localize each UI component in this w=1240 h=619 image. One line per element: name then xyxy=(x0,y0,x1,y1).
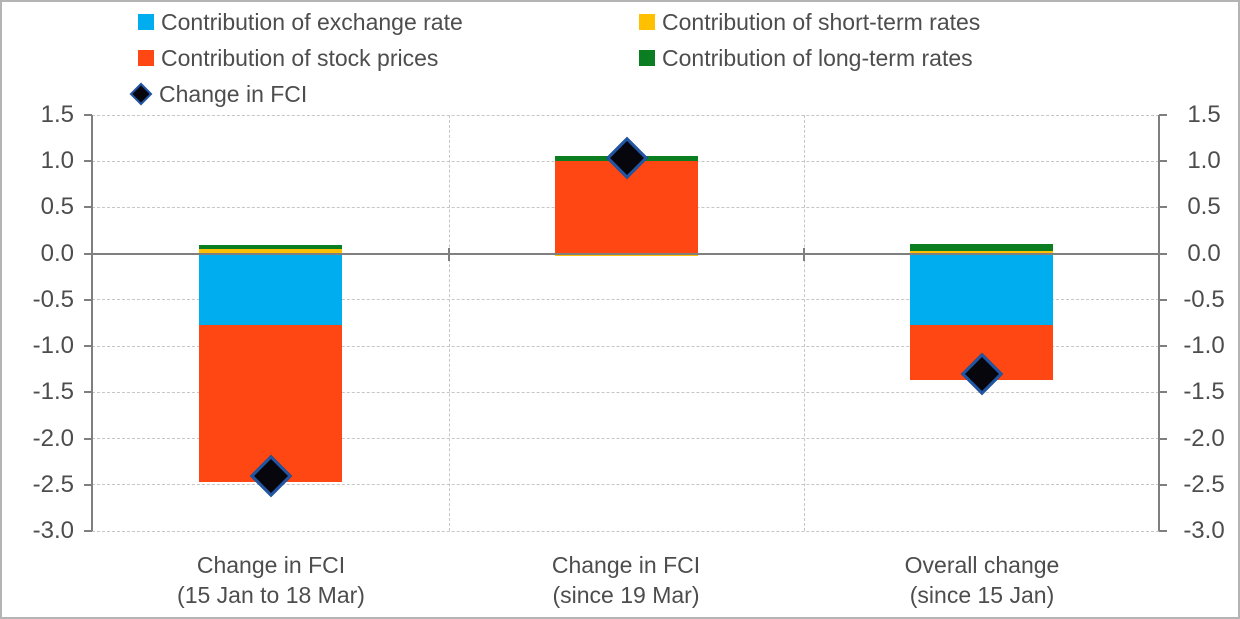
y-axis-tick-left xyxy=(84,483,92,486)
y-axis-tick-right xyxy=(1159,114,1167,116)
x-axis-tick xyxy=(1158,247,1160,261)
y-axis-tick-right xyxy=(1159,252,1167,255)
y-axis-tick-right xyxy=(1159,345,1167,348)
long-term-rates-swatch-icon xyxy=(639,50,655,66)
stock-prices-swatch-icon xyxy=(138,50,154,66)
y-tick-label-left: -1.0 xyxy=(32,332,74,360)
bar-segment xyxy=(910,250,1053,254)
y-tick-label-right: -0.5 xyxy=(1183,285,1225,313)
y-tick-label-right: -1.0 xyxy=(1183,332,1225,360)
fci-diamond-swatch-icon xyxy=(129,82,153,106)
y-tick-label-left: -1.5 xyxy=(32,378,74,406)
legend-label: Change in FCI xyxy=(159,80,308,107)
category-label-2: Change in FCI (since 19 Mar) xyxy=(551,552,701,608)
y-tick-label-right: 1.0 xyxy=(1187,147,1221,175)
zero-axis-line xyxy=(92,252,1159,255)
bar-segment xyxy=(910,253,1053,325)
h-gridline xyxy=(92,345,1159,347)
bar-segment xyxy=(199,253,342,325)
y-tick-label-right: -2.5 xyxy=(1183,470,1225,498)
short-term-rates-swatch-icon xyxy=(639,14,655,30)
y-tick-label-left: 0.5 xyxy=(40,193,74,221)
y-axis-tick-right xyxy=(1159,298,1167,301)
y-tick-label-left: -0.5 xyxy=(32,285,74,313)
legend-item-exchange-rate: Contribution of exchange rate xyxy=(138,9,463,35)
y-axis-tick-left xyxy=(84,530,92,532)
y-tick-label-right: -3.0 xyxy=(1183,517,1225,544)
bar-segment xyxy=(199,249,342,254)
y-tick-label-right: -2.0 xyxy=(1183,424,1225,452)
y-tick-label-right: -1.5 xyxy=(1183,378,1225,406)
legend-item-short-term-rates: Contribution of short-term rates xyxy=(639,9,980,35)
v-gridline-separator xyxy=(449,115,450,531)
y-axis-tick-right xyxy=(1159,437,1167,440)
legend-label: Contribution of long-term rates xyxy=(662,44,973,71)
h-gridline xyxy=(92,299,1159,301)
h-gridline xyxy=(92,484,1159,486)
h-gridline xyxy=(92,530,1159,532)
bar-segment xyxy=(199,245,342,250)
plot-border-left xyxy=(91,115,93,531)
y-tick-label-left: -3.0 xyxy=(32,517,74,544)
y-axis-tick-left xyxy=(84,437,92,440)
h-gridline xyxy=(92,391,1159,393)
y-axis-tick-right xyxy=(1159,160,1167,163)
h-gridline xyxy=(92,438,1159,440)
x-axis-tick xyxy=(803,247,805,261)
h-gridline xyxy=(92,114,1159,116)
v-gridline-separator xyxy=(804,115,805,531)
y-axis-tick-left xyxy=(84,391,92,394)
y-axis-tick-left xyxy=(84,160,92,163)
category-label-1: Change in FCI (15 Jan to 18 Mar) xyxy=(177,552,365,608)
y-tick-label-left: 1.0 xyxy=(40,147,74,175)
bar-segment xyxy=(910,244,1053,251)
legend-item-stock-prices: Contribution of stock prices xyxy=(138,45,438,71)
x-axis-tick xyxy=(91,247,93,261)
y-axis-tick-right xyxy=(1159,206,1167,209)
legend-label: Contribution of stock prices xyxy=(161,44,439,71)
y-axis-tick-left xyxy=(84,252,92,255)
y-axis-tick-right xyxy=(1159,483,1167,486)
legend-item-long-term-rates: Contribution of long-term rates xyxy=(639,45,973,71)
legend-item-change-in-fci: Change in FCI xyxy=(129,80,308,107)
plot-border-right xyxy=(1158,115,1160,531)
y-tick-label-left: 0.0 xyxy=(40,239,74,267)
legend-label: Contribution of short-term rates xyxy=(662,8,981,35)
y-axis-tick-left xyxy=(84,298,92,301)
y-tick-label-right: 0.0 xyxy=(1187,239,1221,267)
y-axis-tick-right xyxy=(1159,530,1167,532)
y-tick-label-left: -2.0 xyxy=(32,424,74,452)
y-tick-label-left: -2.5 xyxy=(32,470,74,498)
y-axis-tick-left xyxy=(84,206,92,209)
legend-label: Contribution of exchange rate xyxy=(161,8,463,35)
category-label-3: Overall change (since 15 Jan) xyxy=(904,552,1060,608)
y-axis-tick-left xyxy=(84,114,92,116)
y-axis-tick-right xyxy=(1159,391,1167,394)
y-axis-tick-left xyxy=(84,345,92,348)
x-axis-tick xyxy=(448,247,450,261)
y-tick-label-left: 1.5 xyxy=(40,101,74,128)
exchange-rate-swatch-icon xyxy=(138,14,154,30)
y-tick-label-right: 0.5 xyxy=(1187,193,1221,221)
y-tick-label-right: 1.5 xyxy=(1187,101,1221,128)
